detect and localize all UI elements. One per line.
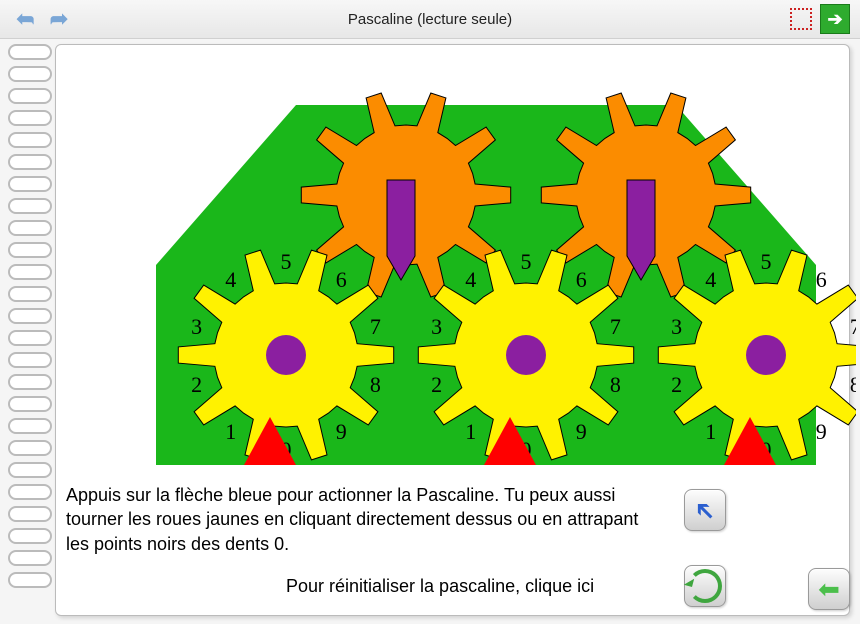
- svg-text:6: 6: [576, 267, 587, 292]
- svg-text:3: 3: [431, 314, 442, 339]
- svg-text:6: 6: [816, 267, 827, 292]
- svg-text:8: 8: [610, 372, 621, 397]
- svg-text:5: 5: [521, 249, 532, 274]
- svg-text:1: 1: [705, 419, 716, 444]
- svg-text:9: 9: [336, 419, 347, 444]
- toolbar: ➦ ➦ Pascaline (lecture seule): [0, 0, 860, 39]
- svg-text:3: 3: [191, 314, 202, 339]
- svg-text:7: 7: [370, 314, 381, 339]
- svg-text:4: 4: [705, 267, 716, 292]
- svg-text:8: 8: [850, 372, 856, 397]
- exit-icon: [820, 4, 850, 34]
- instructions-text: Appuis sur la flèche bleue pour actionne…: [66, 483, 656, 556]
- action-button[interactable]: ➔: [684, 489, 726, 531]
- svg-text:3: 3: [671, 314, 682, 339]
- back-icon: ⬅: [818, 574, 840, 605]
- svg-text:1: 1: [225, 419, 236, 444]
- svg-text:8: 8: [370, 372, 381, 397]
- svg-text:9: 9: [576, 419, 587, 444]
- svg-text:5: 5: [761, 249, 772, 274]
- exit-button[interactable]: [820, 4, 850, 34]
- svg-text:2: 2: [671, 372, 682, 397]
- reset-icon: [688, 569, 722, 603]
- reset-button[interactable]: [684, 565, 726, 607]
- svg-text:7: 7: [850, 314, 856, 339]
- pascaline-diagram: 012345678901234567890123456789: [116, 65, 756, 465]
- redo-button[interactable]: ➦: [44, 4, 74, 34]
- svg-text:2: 2: [191, 372, 202, 397]
- back-button[interactable]: ⬅: [808, 568, 850, 610]
- svg-text:4: 4: [225, 267, 236, 292]
- redo-icon: ➦: [50, 6, 68, 32]
- svg-text:5: 5: [281, 249, 292, 274]
- reset-instructions-text: Pour réinitialiser la pascaline, clique …: [286, 576, 686, 597]
- svg-text:1: 1: [465, 419, 476, 444]
- blue-arrow-icon: ➔: [686, 491, 723, 528]
- fullscreen-button[interactable]: [786, 4, 816, 34]
- undo-icon: ➦: [16, 6, 34, 32]
- svg-text:9: 9: [816, 419, 827, 444]
- undo-button[interactable]: ➦: [10, 4, 40, 34]
- svg-text:7: 7: [610, 314, 621, 339]
- spiral-binding: [2, 44, 46, 616]
- svg-text:4: 4: [465, 267, 476, 292]
- page-canvas: 012345678901234567890123456789 Appuis su…: [55, 44, 850, 616]
- svg-text:6: 6: [336, 267, 347, 292]
- fullscreen-icon: [790, 8, 812, 30]
- window-title: Pascaline (lecture seule): [76, 11, 784, 28]
- svg-text:2: 2: [431, 372, 442, 397]
